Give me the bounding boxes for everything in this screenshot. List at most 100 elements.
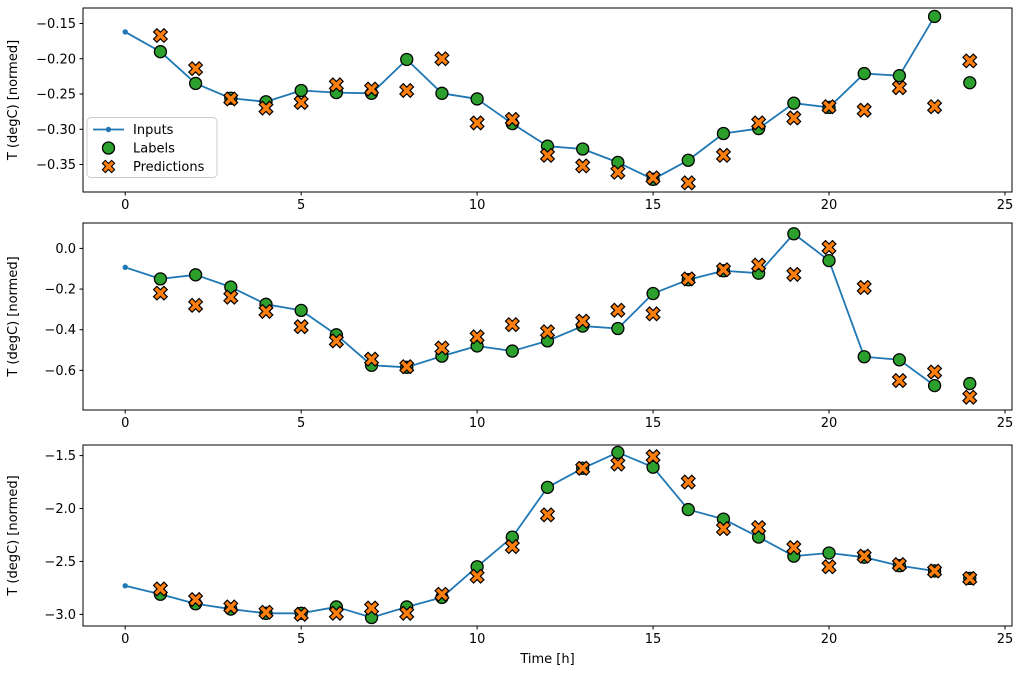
label-marker <box>892 69 907 83</box>
prediction-marker <box>715 147 732 164</box>
x-tick-label: 15 <box>645 632 662 647</box>
prediction-marker <box>504 316 520 333</box>
prediction-marker <box>575 460 591 476</box>
label-marker <box>540 480 555 494</box>
prediction-marker <box>715 520 732 537</box>
y-tick-label: −0.20 <box>36 52 76 67</box>
label-marker <box>400 52 414 67</box>
legend-box <box>86 117 218 178</box>
x-tick-label: 10 <box>469 632 486 647</box>
x-tick-label: 25 <box>997 416 1014 431</box>
prediction-marker <box>152 27 169 44</box>
prediction-marker <box>891 79 908 96</box>
prediction-marker <box>856 279 872 296</box>
input-dot <box>122 583 128 589</box>
x-tick-label: 25 <box>997 632 1014 647</box>
label-marker <box>646 286 660 301</box>
prediction-marker <box>962 570 978 587</box>
label-marker <box>153 45 168 59</box>
label-marker <box>611 321 625 336</box>
prediction-marker <box>962 53 978 69</box>
y-tick-label: −3.0 <box>44 608 76 623</box>
x-axis-label: Time [h] <box>519 652 574 667</box>
inputs-line <box>124 16 936 181</box>
y-tick-label: −0.25 <box>36 88 76 103</box>
label-marker <box>294 83 308 98</box>
prediction-marker <box>293 318 309 335</box>
prediction-marker <box>786 266 802 283</box>
prediction-marker <box>328 77 345 93</box>
prediction-marker <box>575 158 591 174</box>
prediction-marker <box>504 538 520 555</box>
label-marker <box>822 253 836 268</box>
x-tick-label: 15 <box>645 416 662 431</box>
prediction-marker <box>187 297 204 313</box>
label-marker <box>963 76 977 90</box>
label-marker <box>963 376 977 391</box>
prediction-marker <box>926 99 943 115</box>
legend-label: Predictions <box>133 160 205 175</box>
label-marker <box>892 353 907 367</box>
prediction-marker <box>680 175 696 191</box>
prediction-marker <box>891 556 908 573</box>
y-tick-label: −2.5 <box>44 555 76 570</box>
prediction-marker <box>926 364 943 380</box>
prediction-marker <box>152 581 169 597</box>
x-tick-label: 15 <box>645 198 662 213</box>
x-tick-label: 5 <box>297 632 305 647</box>
prediction-marker <box>504 111 520 128</box>
prediction-marker <box>610 164 626 180</box>
x-tick-label: 0 <box>121 632 129 647</box>
x-tick-label: 10 <box>469 198 486 213</box>
prediction-marker <box>363 81 380 97</box>
inputs-line <box>124 232 936 387</box>
prediction-marker <box>610 456 626 472</box>
prediction-marker <box>152 285 169 301</box>
label-marker <box>294 303 308 318</box>
label-marker <box>857 66 871 81</box>
prediction-marker <box>680 474 696 490</box>
label-marker <box>927 9 942 24</box>
label-marker <box>681 502 695 517</box>
prediction-marker <box>539 324 556 340</box>
prediction-marker <box>715 262 732 278</box>
label-marker <box>857 350 871 364</box>
x-tick-label: 5 <box>297 198 305 213</box>
prediction-marker <box>223 599 239 615</box>
prediction-marker <box>258 604 274 620</box>
label-marker <box>576 142 590 156</box>
prediction-marker <box>750 257 767 273</box>
prediction-marker <box>750 519 767 536</box>
axes-frame <box>82 444 1013 627</box>
y-tick-label: −2.0 <box>44 502 76 517</box>
prediction-marker <box>891 372 908 389</box>
prediction-marker <box>856 548 872 564</box>
label-marker <box>470 92 484 106</box>
label-marker <box>435 86 449 100</box>
y-tick-label: −0.6 <box>44 364 76 379</box>
y-tick-label: −1.5 <box>44 449 76 464</box>
x-tick-label: 20 <box>821 632 838 647</box>
prediction-marker <box>680 271 696 287</box>
label-marker <box>787 96 801 110</box>
prediction-marker <box>223 91 239 107</box>
legend: Inputs Labels Predictions <box>86 117 218 178</box>
y-axis-label: T (degC) [normed] <box>6 475 21 596</box>
prediction-marker <box>750 115 767 131</box>
prediction-marker <box>399 605 415 621</box>
prediction-marker <box>856 102 872 118</box>
prediction-marker <box>539 147 556 164</box>
prediction-marker <box>363 351 380 367</box>
y-tick-label: 0.0 <box>55 242 76 257</box>
label-marker <box>611 445 625 460</box>
prediction-marker <box>645 306 661 322</box>
y-axis-label: T (degC) [normed] <box>6 256 21 377</box>
prediction-marker <box>645 170 661 186</box>
x-tick-label: 0 <box>121 198 129 213</box>
input-dot <box>122 264 128 271</box>
x-tick-label: 10 <box>469 416 486 431</box>
axes-frame <box>82 222 1013 411</box>
prediction-marker <box>434 340 450 356</box>
label-marker <box>927 378 942 393</box>
